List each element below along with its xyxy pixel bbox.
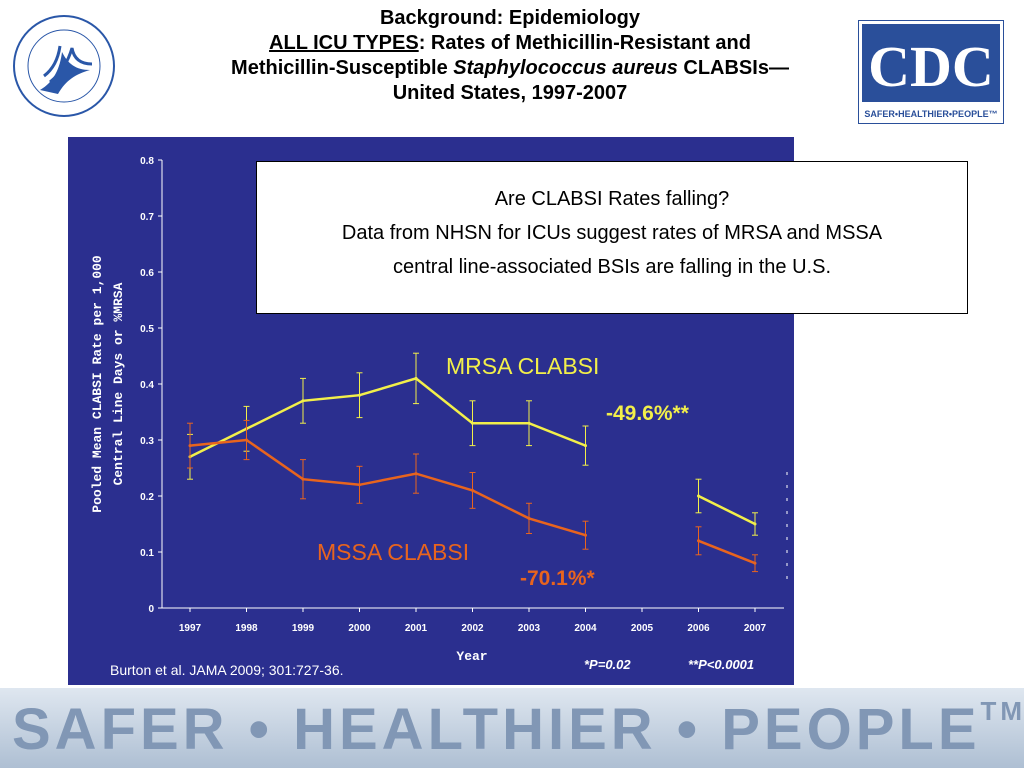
x-tick-label: 1999 (292, 623, 315, 634)
y-axis-label-line-1: Pooled Mean CLABSI Rate per 1,000 (90, 255, 105, 513)
cdc-logo-tagline: SAFER•HEALTHIER•PEOPLE™ (864, 109, 997, 119)
y-tick-label: 0.5 (140, 324, 154, 335)
mrsa-data-point (584, 444, 587, 448)
mrsa-data-point (527, 421, 531, 425)
mrsa-data-point (697, 494, 700, 498)
mrsa-data-point (301, 399, 305, 403)
hhs-seal-logo (13, 15, 115, 117)
footer-slogan: SAFER • HEALTHIER • PEOPLETM (12, 696, 1024, 763)
title-line-3-pre: Methicillin-Susceptible (231, 57, 454, 79)
y-tick-label: 0.2 (140, 492, 154, 503)
y-tick-label: 0.1 (140, 548, 154, 559)
x-tick-label: 1998 (235, 623, 258, 634)
mrsa-data-point (471, 421, 474, 425)
mrsa-data-point (358, 393, 361, 397)
y-tick-label: 0.3 (140, 436, 154, 447)
x-tick-label: 2006 (687, 623, 710, 634)
x-tick-label: 2005 (631, 623, 654, 634)
mrsa-change-label: -49.6%** (606, 402, 690, 425)
mrsa-data-point (753, 522, 757, 526)
mssa-change-label: -70.1%* (520, 567, 596, 590)
mssa-series-line (189, 438, 586, 537)
mssa-data-point (527, 516, 531, 520)
mrsa-series-line (697, 494, 756, 526)
title-line-4: United States, 1997-2007 (392, 82, 628, 104)
mssa-series-line (698, 539, 756, 565)
title-line-1: Background: Epidemiology (379, 7, 641, 29)
mssa-data-point (471, 488, 474, 492)
title-line-3-post: CLABSIs— (677, 57, 789, 79)
title-line-2: ALL ICU TYPES: Rates of Methicillin-Resi… (110, 31, 910, 56)
x-tick-label: 1997 (179, 623, 202, 634)
title-icu-types: ALL ICU TYPES (269, 32, 419, 54)
x-tick-label: 2001 (405, 623, 428, 634)
x-tick-label: 2003 (518, 623, 541, 634)
cdc-logo: CDC SAFER•HEALTHIER•PEOPLE™ (858, 20, 1004, 124)
mssa-data-point (188, 444, 192, 448)
footer-trademark: TM (980, 696, 1024, 726)
mssa-data-point (584, 533, 587, 537)
mrsa-data-point (414, 376, 418, 380)
mrsa-series-label: MRSA CLABSI (446, 353, 599, 379)
slide-title: Background: Epidemiology ALL ICU TYPES: … (110, 6, 910, 106)
mssa-series-label: MSSA CLABSI (317, 539, 469, 565)
cdc-logo-text: CDC (868, 34, 994, 99)
y-tick-label: 0.7 (140, 212, 154, 223)
footer-slogan-text: SAFER • HEALTHIER • PEOPLE (12, 697, 981, 762)
mssa-data-point (697, 539, 700, 543)
x-tick-label: 2004 (574, 623, 597, 634)
footer-banner: SAFER • HEALTHIER • PEOPLETM (0, 688, 1024, 768)
p-value-mssa: *P=0.02 (584, 657, 631, 672)
title-organism: Staphylococcus aureus (453, 57, 678, 79)
mssa-data-point (245, 438, 248, 442)
y-axis-label-line-2: Central Line Days or %MRSA (111, 282, 126, 485)
line-chart: 0 0.1 0.2 0.3 0.4 0.5 0.6 0.7 0.8 1997 1998 1999 200… (90, 156, 788, 678)
mssa-data-point (753, 561, 757, 565)
mrsa-series-line (189, 377, 586, 458)
callout-box: Are CLABSI Rates falling? Data from NHSN… (256, 161, 968, 314)
callout-line-1: Are CLABSI Rates falling? (494, 188, 730, 210)
y-tick-label: 0 (148, 604, 154, 615)
callout-line-2: Data from NHSN for ICUs suggest rates of… (341, 222, 883, 244)
x-axis-label: Year (456, 649, 487, 664)
y-tick-label: 0.6 (140, 268, 154, 279)
x-tick-label: 2007 (744, 623, 767, 634)
citation: Burton et al. JAMA 2009; 301:727-36. (110, 662, 344, 678)
y-tick-label: 0.8 (140, 156, 154, 167)
x-tick-label: 2000 (348, 623, 371, 634)
title-line-3: Methicillin-Susceptible Staphylococcus a… (110, 56, 910, 81)
p-value-mrsa: **P<0.0001 (688, 657, 754, 672)
mssa-data-point (414, 472, 418, 476)
y-tick-label: 0.4 (140, 380, 154, 391)
mssa-data-point (301, 477, 305, 481)
callout-line-3: central line-associated BSIs are falling… (393, 256, 831, 278)
x-tick-label: 2002 (461, 623, 484, 634)
mssa-data-point (358, 483, 361, 487)
title-line-2-rest: : Rates of Methicillin-Resistant and (418, 32, 751, 54)
